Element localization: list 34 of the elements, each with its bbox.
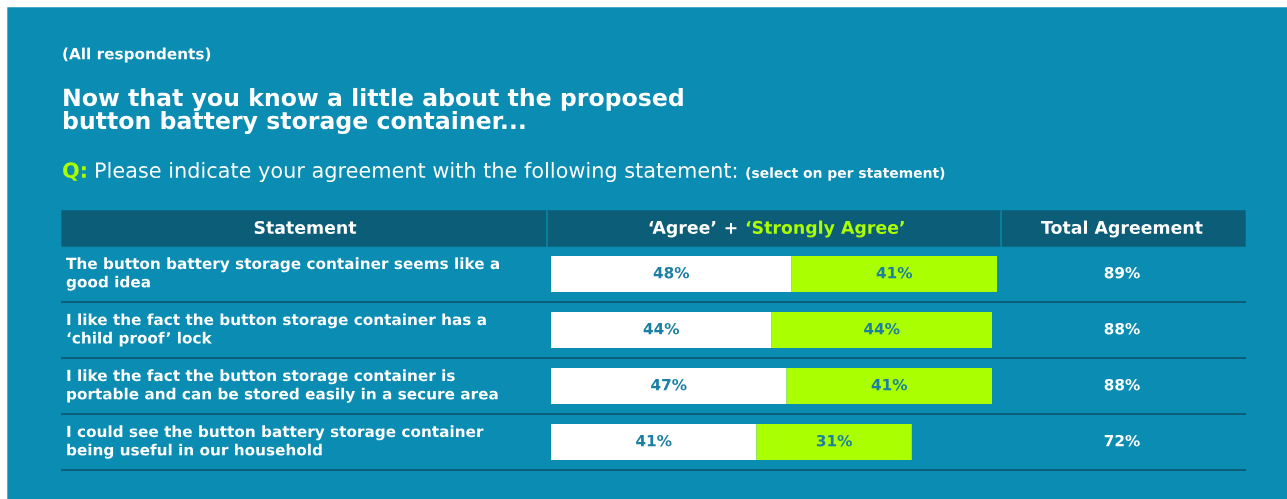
text: 72% [1104,434,1140,447]
text: + [725,222,737,234]
bar [771,312,992,348]
bar [551,424,757,460]
text: Statement [254,220,357,235]
data-label: 44% [864,322,900,335]
data-label: 41% [636,434,672,447]
text: 88% [1104,322,1140,335]
data-label: 47% [651,378,687,391]
text: (All respondents) [63,47,211,63]
data-label: 41% [871,378,908,391]
y-tick-label: I could see the button battery storage container being useful in our household [67,425,484,459]
text: Q: [63,162,86,181]
text: 88% [1104,378,1140,391]
data-label: 31% [816,434,852,447]
bar [791,256,997,292]
text: Total Agreement [1041,220,1203,238]
text: 89% [1104,266,1140,279]
y-tick-label: The button battery storage container seems like a good idea [66,257,500,291]
series-label: ‘Strongly Agree’ [746,220,904,238]
data-label: 48% [653,266,690,279]
bar [756,424,912,460]
data-label: 44% [643,322,680,335]
text: (select on per statement) [746,167,945,181]
bar [551,312,772,348]
data-label: 41% [876,266,913,279]
y-tick-label: I like the fact the button storage container is portable and can be stored easily in a secure area [67,369,498,403]
y-tick-label: I like the fact the button storage container has a ‘child proof’ lock [67,313,486,347]
bar [551,368,787,404]
bar [786,368,992,404]
chart-title: Now that you know a little about the proposed button battery storage container... [63,87,683,135]
text: Please indicate your agreement with the following statement: [96,161,737,183]
series-label: ‘Agree’ [649,221,716,238]
bar [551,256,792,292]
